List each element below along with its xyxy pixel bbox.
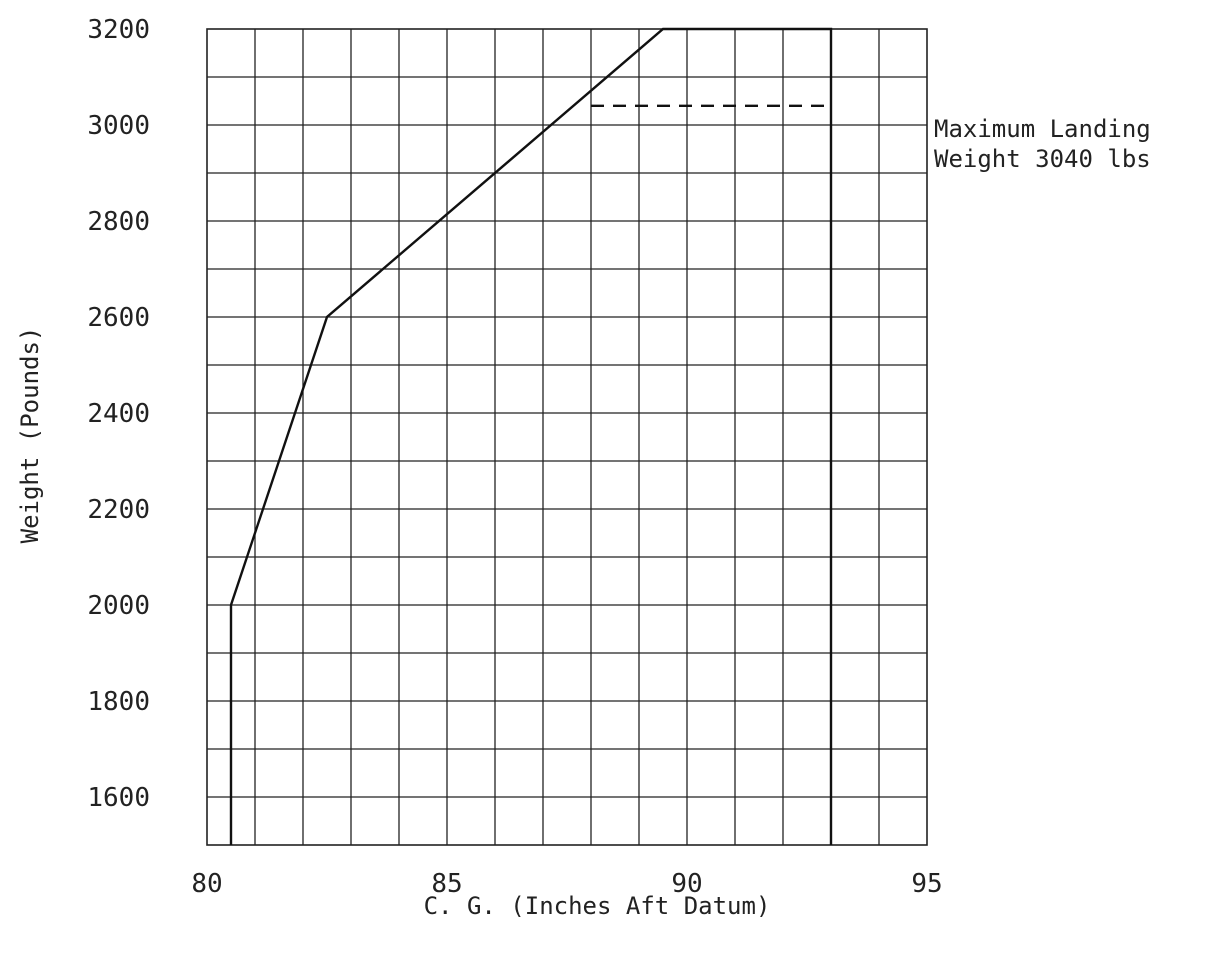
y-tick-label: 3200 — [87, 15, 150, 45]
x-axis-title: C. G. (Inches Aft Datum) — [424, 892, 771, 920]
cg-envelope-line — [229, 27, 833, 845]
annotation-line: Maximum Landing — [934, 115, 1151, 143]
x-tick-label: 80 — [191, 869, 222, 899]
x-tick-labels: 80 85 90 95 — [191, 869, 942, 899]
y-tick-label: 1600 — [87, 783, 150, 813]
series-layer — [229, 27, 833, 845]
y-tick-label: 2800 — [87, 207, 150, 237]
grid — [207, 29, 927, 845]
y-tick-label: 2600 — [87, 303, 150, 333]
y-tick-label: 3000 — [87, 111, 150, 141]
y-tick-label: 1800 — [87, 687, 150, 717]
y-tick-label: 2200 — [87, 495, 150, 525]
x-tick-label: 90 — [671, 869, 702, 899]
x-tick-label: 95 — [911, 869, 942, 899]
annotation-line: Weight 3040 lbs — [934, 145, 1151, 173]
plot-frame — [206, 28, 928, 846]
x-tick-label: 85 — [431, 869, 462, 899]
y-tick-label: 2000 — [87, 591, 150, 621]
y-axis-title: Weight (Pounds) — [16, 327, 44, 544]
y-tick-labels: 1600 1800 2000 2200 2400 2600 2800 3000 3200 — [87, 15, 150, 813]
y-tick-label: 2400 — [87, 399, 150, 429]
